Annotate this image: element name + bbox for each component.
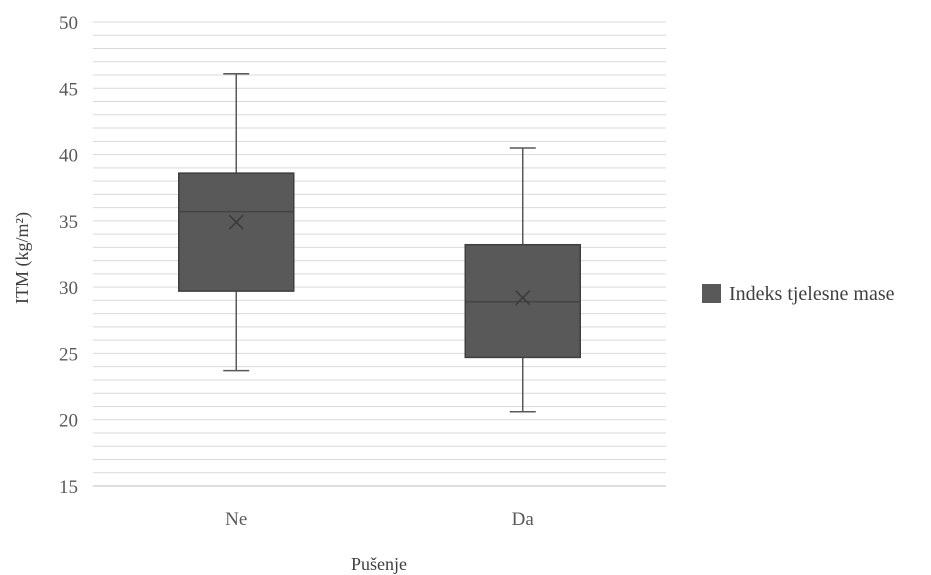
box-ne [178, 72, 295, 372]
box-series [178, 72, 581, 413]
x-axis-title: Pušenje [351, 554, 407, 574]
box-da [464, 147, 581, 413]
x-tick-label: Da [512, 509, 535, 530]
legend-label: Indeks tjelesne mase [729, 283, 895, 305]
y-tick-label: 15 [59, 477, 78, 498]
y-axis-tick-labels: 15 20 25 30 35 40 45 50 [59, 13, 78, 498]
legend-swatch [702, 284, 721, 303]
mean-marker [228, 214, 244, 230]
y-tick-label: 25 [59, 344, 78, 365]
y-tick-label: 40 [59, 146, 78, 167]
y-tick-label: 30 [59, 278, 78, 299]
y-tick-label: 45 [59, 79, 78, 100]
x-axis-tick-labels: Ne Da [225, 509, 534, 530]
x-tick-label: Ne [225, 509, 247, 530]
y-tick-label: 50 [59, 13, 78, 34]
y-tick-label: 35 [59, 212, 78, 233]
y-tick-label: 20 [59, 411, 78, 432]
iqr-box [178, 172, 295, 292]
legend: Indeks tjelesne mase [702, 283, 895, 305]
y-axis-title: ITM (kg/m²) [12, 212, 33, 304]
mean-marker [515, 290, 531, 306]
